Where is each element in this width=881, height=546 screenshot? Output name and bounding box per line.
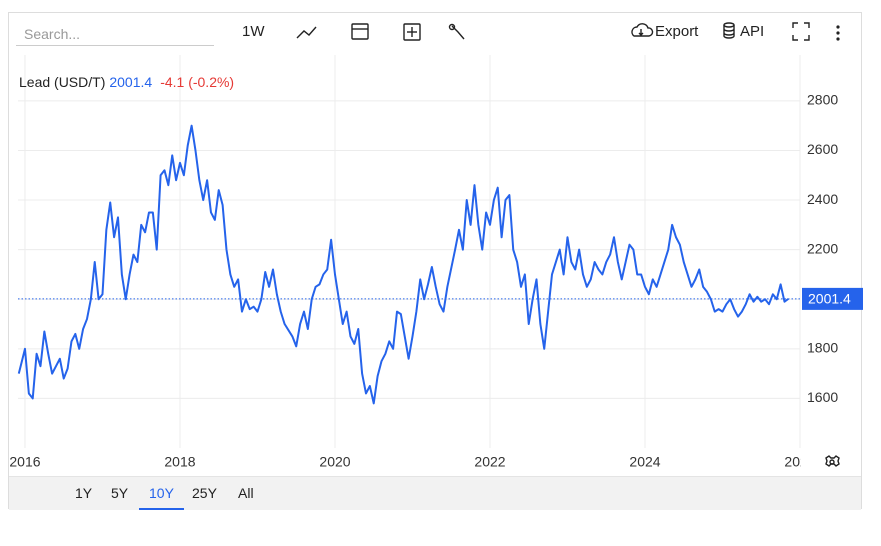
last-price: 2001.4: [109, 74, 153, 90]
export-icon[interactable]: [631, 23, 654, 37]
interval-button[interactable]: 1W: [242, 23, 265, 40]
y-tick-label: 2800: [807, 92, 838, 108]
range-button[interactable]: 10Y: [149, 485, 174, 501]
y-tick-label: 1800: [807, 340, 838, 356]
y-tick-label: 2600: [807, 141, 838, 157]
export-button[interactable]: Export: [655, 23, 699, 40]
x-tick-label: 2018: [164, 454, 195, 470]
api-icon[interactable]: [723, 22, 735, 28]
x-tick-label: 2022: [474, 454, 505, 470]
series-name: Lead (USD/T): [19, 74, 106, 90]
search-box[interactable]: Search...: [16, 22, 214, 46]
calendar-icon[interactable]: [351, 23, 369, 40]
line-icon[interactable]: [296, 26, 317, 39]
range-bar: 1Y 5Y 10Y 25Y All: [9, 476, 861, 510]
toolbar-icons: [296, 22, 840, 467]
price-change: -4.1 (-0.2%): [160, 74, 235, 90]
last-price-tag: [802, 287, 863, 310]
range-button[interactable]: 5Y: [111, 485, 129, 501]
active-range-underline: [139, 508, 184, 510]
add-icon[interactable]: [403, 23, 421, 41]
fullscreen-icon[interactable]: [792, 22, 810, 41]
x-tick-labels: 2016 2018 2020 2022 2024 2026: [9, 454, 815, 470]
x-tick-label: 2026: [784, 454, 815, 470]
last-price-label: 2001.4: [808, 291, 851, 307]
grid: [18, 55, 801, 448]
plot-area: [17, 124, 800, 405]
x-tick-label: 2020: [319, 454, 350, 470]
x-tick-label: 2016: [9, 454, 40, 470]
api-button[interactable]: API: [740, 23, 765, 40]
y-tick-label: 2200: [807, 240, 838, 256]
price-tag: 2001.4: [802, 287, 863, 310]
range-button[interactable]: 25Y: [192, 485, 217, 501]
legend: Lead (USD/T) 2001.4 -4.1 (-0.2%): [19, 74, 234, 90]
price-line: [17, 124, 789, 405]
more-icon[interactable]: [836, 25, 840, 41]
y-tick-label: 2400: [807, 191, 838, 207]
range-button[interactable]: All: [238, 485, 254, 501]
range-button[interactable]: 1Y: [75, 485, 93, 501]
settings-icon[interactable]: [825, 455, 840, 467]
y-tick-labels: 1600180020002200240026002800: [807, 92, 838, 406]
y-tick-label: 1600: [807, 389, 838, 405]
x-tick-label: 2024: [629, 454, 660, 470]
